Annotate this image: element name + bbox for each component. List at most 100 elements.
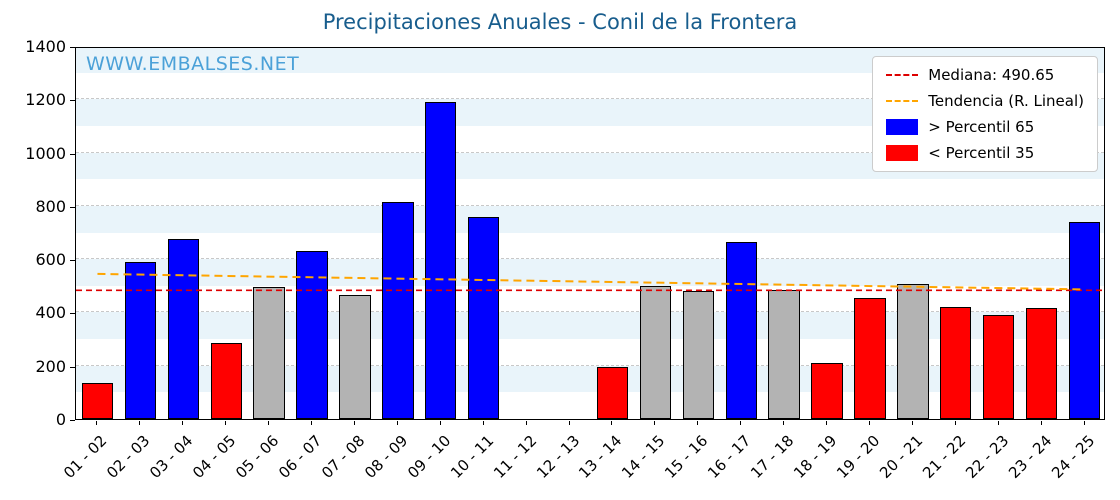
x-tick-mark — [826, 421, 828, 425]
bar-02-03 — [124, 261, 157, 419]
background-stripe — [76, 312, 1104, 340]
grid-line — [76, 151, 1104, 153]
x-tick-label: 02 - 03 — [103, 431, 154, 482]
grid-line — [76, 258, 1104, 260]
grid-line — [76, 204, 1104, 206]
background-stripe — [76, 365, 1104, 393]
bar-16-17 — [725, 241, 757, 419]
legend: Mediana: 490.65 Tendencia (R. Lineal) > … — [872, 56, 1098, 172]
x-tick-mark — [697, 421, 699, 425]
y-tick-label: 0 — [55, 410, 66, 429]
y-tick-label: 1400 — [25, 37, 66, 56]
x-tick-label: 03 - 04 — [146, 431, 197, 482]
x-tick-mark — [268, 421, 270, 425]
bar-04-05 — [210, 343, 242, 419]
bar-17-18 — [768, 289, 800, 419]
x-tick-label: 10 - 11 — [446, 431, 498, 482]
x-tick-mark — [654, 421, 656, 425]
y-tick-label: 1000 — [25, 143, 66, 163]
y-tick-mark — [70, 260, 75, 262]
bar-22-23 — [983, 315, 1015, 419]
x-tick-mark — [525, 421, 527, 425]
x-tick-mark — [1083, 421, 1085, 425]
median-line-sample — [886, 74, 919, 76]
watermark: WWW.EMBALSES.NET — [86, 53, 300, 75]
bar-14-15 — [639, 285, 672, 419]
grid-line — [76, 98, 1104, 100]
x-tick-mark — [1040, 421, 1042, 425]
bar-09-10 — [425, 101, 457, 419]
y-tick-label: 600 — [35, 250, 66, 270]
x-tick-label: 07 - 08 — [318, 431, 369, 482]
x-tick-mark — [182, 421, 184, 425]
chart-title: Precipitaciones Anuales - Conil de la Fr… — [322, 10, 798, 34]
y-tick-label: 800 — [35, 196, 66, 216]
x-tick-mark — [396, 421, 398, 425]
bar-19-20 — [854, 297, 886, 419]
x-tick-mark — [868, 421, 870, 425]
below-percentile-patch — [886, 145, 919, 161]
x-tick-mark — [997, 421, 999, 425]
x-tick-label: 04 - 05 — [189, 431, 240, 482]
x-tick-label: 01 - 02 — [60, 431, 111, 482]
x-tick-mark — [139, 421, 141, 425]
bar-10-11 — [468, 216, 500, 419]
x-tick-label: 22 - 23 — [961, 431, 1013, 482]
bar-06-07 — [296, 251, 328, 419]
x-tick-label: 11 - 12 — [489, 431, 540, 482]
x-tick-label: 05 - 06 — [232, 431, 283, 482]
x-tick-label: 15 - 16 — [661, 431, 712, 482]
bar-23-24 — [1025, 308, 1058, 419]
background-stripe — [76, 205, 1104, 233]
y-tick-mark — [70, 313, 75, 315]
background-stripe — [76, 259, 1104, 286]
bar-08-09 — [382, 201, 414, 419]
x-tick-mark — [911, 421, 913, 425]
bar-05-06 — [253, 287, 285, 419]
x-tick-label: 18 - 19 — [790, 431, 841, 482]
y-tick-mark — [70, 47, 75, 48]
x-tick-mark — [353, 421, 355, 425]
legend-item-trend: Tendencia (R. Lineal) — [886, 92, 1084, 110]
x-tick-label: 24 - 25 — [1047, 431, 1098, 482]
x-tick-mark — [568, 421, 570, 425]
x-tick-mark — [740, 421, 742, 425]
y-tick-mark — [70, 100, 75, 102]
x-tick-label: 12 - 13 — [532, 431, 583, 482]
grid-line — [76, 311, 1104, 313]
bar-01-02 — [81, 383, 114, 419]
bar-20-21 — [897, 284, 929, 419]
x-tick-label: 23 - 24 — [1004, 431, 1055, 482]
x-tick-mark — [311, 421, 313, 425]
legend-above-label: > Percentil 65 — [928, 118, 1035, 136]
x-tick-label: 20 - 21 — [875, 431, 927, 482]
x-tick-label: 13 - 14 — [575, 431, 626, 482]
x-tick-label: 14 - 15 — [618, 431, 669, 482]
x-tick-label: 19 - 20 — [833, 431, 884, 482]
legend-item-above: > Percentil 65 — [886, 118, 1084, 136]
trend-line-sample — [886, 100, 919, 102]
bar-07-08 — [339, 295, 371, 419]
x-tick-label: 21 - 22 — [918, 431, 970, 482]
legend-item-below: < Percentil 35 — [886, 144, 1084, 162]
bar-15-16 — [682, 291, 714, 419]
x-tick-label: 08 - 09 — [360, 431, 412, 482]
bar-13-14 — [596, 367, 629, 419]
legend-trend-label: Tendencia (R. Lineal) — [928, 92, 1084, 110]
y-tick-label: 400 — [35, 303, 66, 323]
y-tick-label: 1200 — [25, 90, 66, 110]
legend-median-label: Mediana: 490.65 — [928, 66, 1055, 84]
grid-line — [76, 364, 1104, 366]
x-tick-mark — [954, 421, 956, 425]
x-tick-label: 16 - 17 — [704, 431, 755, 482]
legend-below-label: < Percentil 35 — [928, 144, 1035, 162]
y-tick-mark — [70, 206, 75, 208]
x-tick-mark — [225, 421, 227, 425]
above-percentile-patch — [886, 119, 919, 135]
x-tick-mark — [439, 421, 441, 425]
x-tick-mark — [783, 421, 785, 425]
bar-03-04 — [167, 239, 199, 419]
bar-18-19 — [811, 363, 843, 419]
y-tick-mark — [70, 366, 75, 368]
x-tick-label: 06 - 07 — [275, 431, 326, 482]
